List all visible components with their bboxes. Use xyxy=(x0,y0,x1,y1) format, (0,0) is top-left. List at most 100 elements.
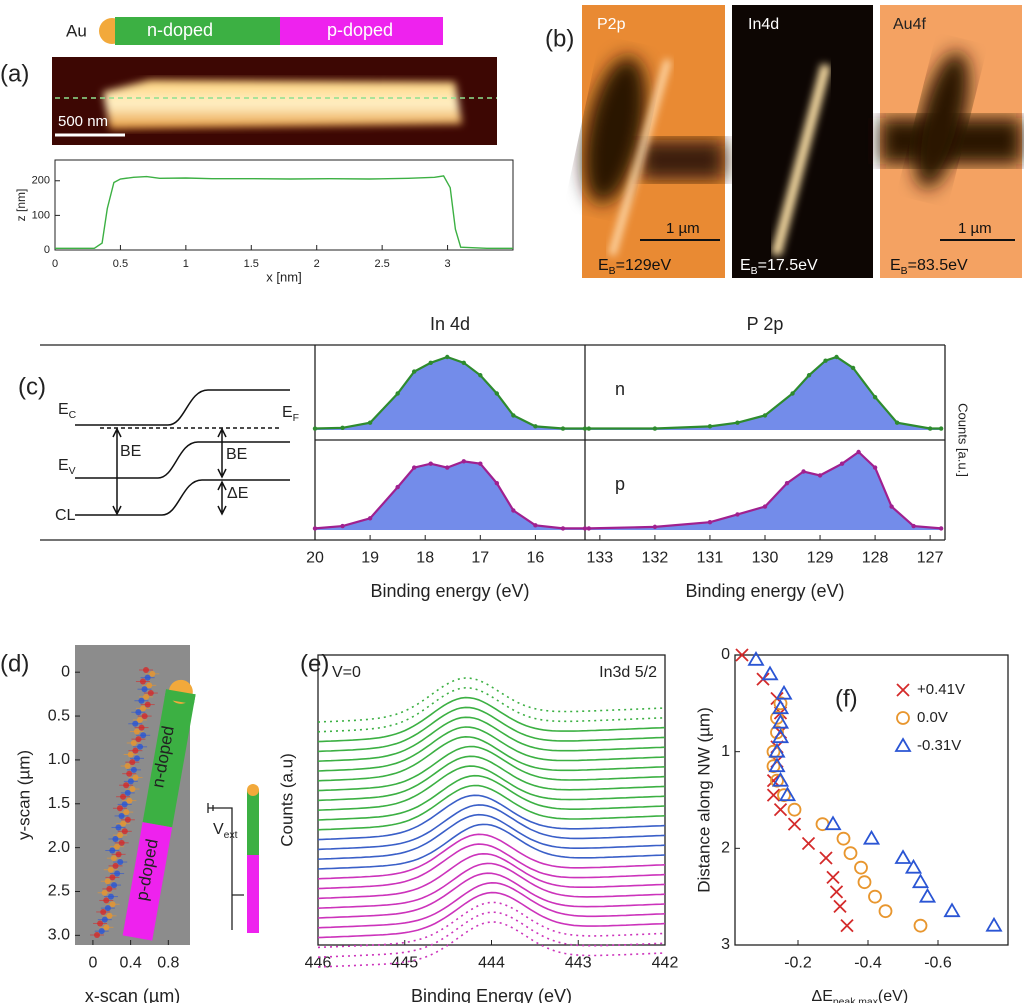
energy-label: EB=129eV xyxy=(598,257,672,276)
spectrum-curve xyxy=(317,901,666,949)
spectrum-point xyxy=(735,512,740,517)
y-tick-label: 3.0 xyxy=(48,927,70,944)
x-tick-label: 128 xyxy=(862,550,889,567)
marker-triangle xyxy=(771,771,790,787)
spectrum-point xyxy=(395,391,400,396)
marker-cross xyxy=(829,885,844,899)
scale-label: 1 µm xyxy=(958,220,992,237)
be-label: BE xyxy=(226,446,247,463)
spectrum-point xyxy=(652,426,658,431)
panel-label: (b) xyxy=(545,25,574,52)
spectrum-curve xyxy=(317,765,666,811)
spectrum-curve xyxy=(317,774,666,821)
marker-triangle xyxy=(771,699,790,715)
legend-item: 0.0V xyxy=(896,709,948,726)
energy-label-main: E xyxy=(598,257,609,274)
marker-triangle xyxy=(985,916,1003,932)
x-axis-label: Binding Energy (eV) xyxy=(411,986,572,1003)
y-tick-label: 2.0 xyxy=(48,839,70,856)
x-tick-label: 0.8 xyxy=(157,955,179,972)
ef-label-main: E xyxy=(282,404,293,421)
x-tick-label: 17 xyxy=(471,550,489,567)
spectrum-curve xyxy=(317,686,666,733)
x-tick-label: -0.4 xyxy=(854,955,882,972)
x-tick-label: 445 xyxy=(391,955,418,972)
panel-label: (c) xyxy=(18,373,46,400)
xps-image-in4d xyxy=(732,5,873,278)
profile-line xyxy=(55,175,513,249)
spectrum-point xyxy=(938,426,944,431)
y-tick-label: 200 xyxy=(32,175,50,187)
marker-cross xyxy=(766,774,781,788)
marker-triangle xyxy=(862,829,881,845)
panel-label: (a) xyxy=(0,60,29,87)
spectrum-point xyxy=(411,369,417,374)
x-axis-label-sub: peak max xyxy=(833,997,879,1003)
marker-circle xyxy=(777,788,791,803)
y-tick-label: 0 xyxy=(61,663,70,680)
x-tick-label: 444 xyxy=(478,955,505,972)
spectrum-point xyxy=(582,426,588,431)
spectrum-point xyxy=(461,360,466,366)
delta-e-label: ΔE xyxy=(227,485,248,502)
spectrum-point xyxy=(478,461,483,466)
y-tick-label: 1 xyxy=(721,743,730,760)
marker-circle xyxy=(766,759,781,774)
energy-label-rest: =17.5eV xyxy=(758,257,818,274)
spectrum-curve xyxy=(317,716,666,762)
energy-label-sub: B xyxy=(751,266,758,277)
spectrum-point xyxy=(850,365,856,371)
y-tick-label: 1.0 xyxy=(48,751,70,768)
marker-triangle xyxy=(768,757,786,773)
energy-label-rest: =83.5eV xyxy=(908,257,968,274)
spectrum-curve xyxy=(317,804,666,851)
x-tick-label: 18 xyxy=(416,550,434,567)
spectrum-point xyxy=(494,391,500,396)
energy-label-sub: B xyxy=(901,266,908,277)
marker-triangle xyxy=(824,815,842,831)
scale-label: 1 µm xyxy=(666,220,700,237)
marker-cross xyxy=(833,899,847,913)
y-tick-label: 0.5 xyxy=(48,707,70,724)
y-axis-label: z [nm] xyxy=(14,189,28,222)
marker-cross xyxy=(819,851,833,865)
spectrum-curve xyxy=(317,921,666,968)
x-tick-label: 129 xyxy=(807,550,834,567)
axes-frame xyxy=(54,159,514,251)
cl-label: CL xyxy=(55,507,76,524)
y-axis-label: Counts (a.u) xyxy=(277,753,296,847)
spectrum-point xyxy=(428,360,433,366)
legend-item: -0.31V xyxy=(894,737,961,754)
y-tick-label: 3 xyxy=(721,936,730,953)
energy-label-rest: =129eV xyxy=(616,257,672,274)
spectrum-area xyxy=(315,461,585,530)
marker-circle xyxy=(868,889,882,904)
spectrum-point xyxy=(834,354,839,360)
spectrum-curve xyxy=(317,843,666,890)
marker-circle xyxy=(843,846,858,861)
x-tick-label: 19 xyxy=(361,550,379,567)
spectrum-point xyxy=(533,523,538,528)
band-diagram xyxy=(75,389,290,516)
x-tick-label: 1 xyxy=(183,258,189,270)
ec-label: EC xyxy=(58,401,77,420)
legend-label: 0.0V xyxy=(917,709,948,726)
spectrum-point xyxy=(762,413,768,418)
y-axis-label: Distance along NW (µm) xyxy=(694,707,713,893)
n-segment xyxy=(115,17,280,45)
annotation: In3d 5/2 xyxy=(599,664,657,681)
spectrum-point xyxy=(395,484,400,490)
spectrum-point xyxy=(839,461,845,466)
spectrum-area xyxy=(588,357,942,430)
marker-triangle xyxy=(747,651,765,666)
x-tick-label: 1.5 xyxy=(244,258,259,270)
spectrum-point xyxy=(560,426,566,431)
spectrum-point xyxy=(707,520,713,525)
x-tick-label: 3 xyxy=(445,258,451,270)
spectrum-area xyxy=(315,357,585,430)
energy-label: EB=83.5eV xyxy=(890,257,968,276)
marker-triangle xyxy=(904,858,923,874)
marker-triangle xyxy=(943,902,961,918)
spectrum-point xyxy=(586,526,592,531)
y-axis-label: Counts [a.u.] xyxy=(956,403,971,477)
